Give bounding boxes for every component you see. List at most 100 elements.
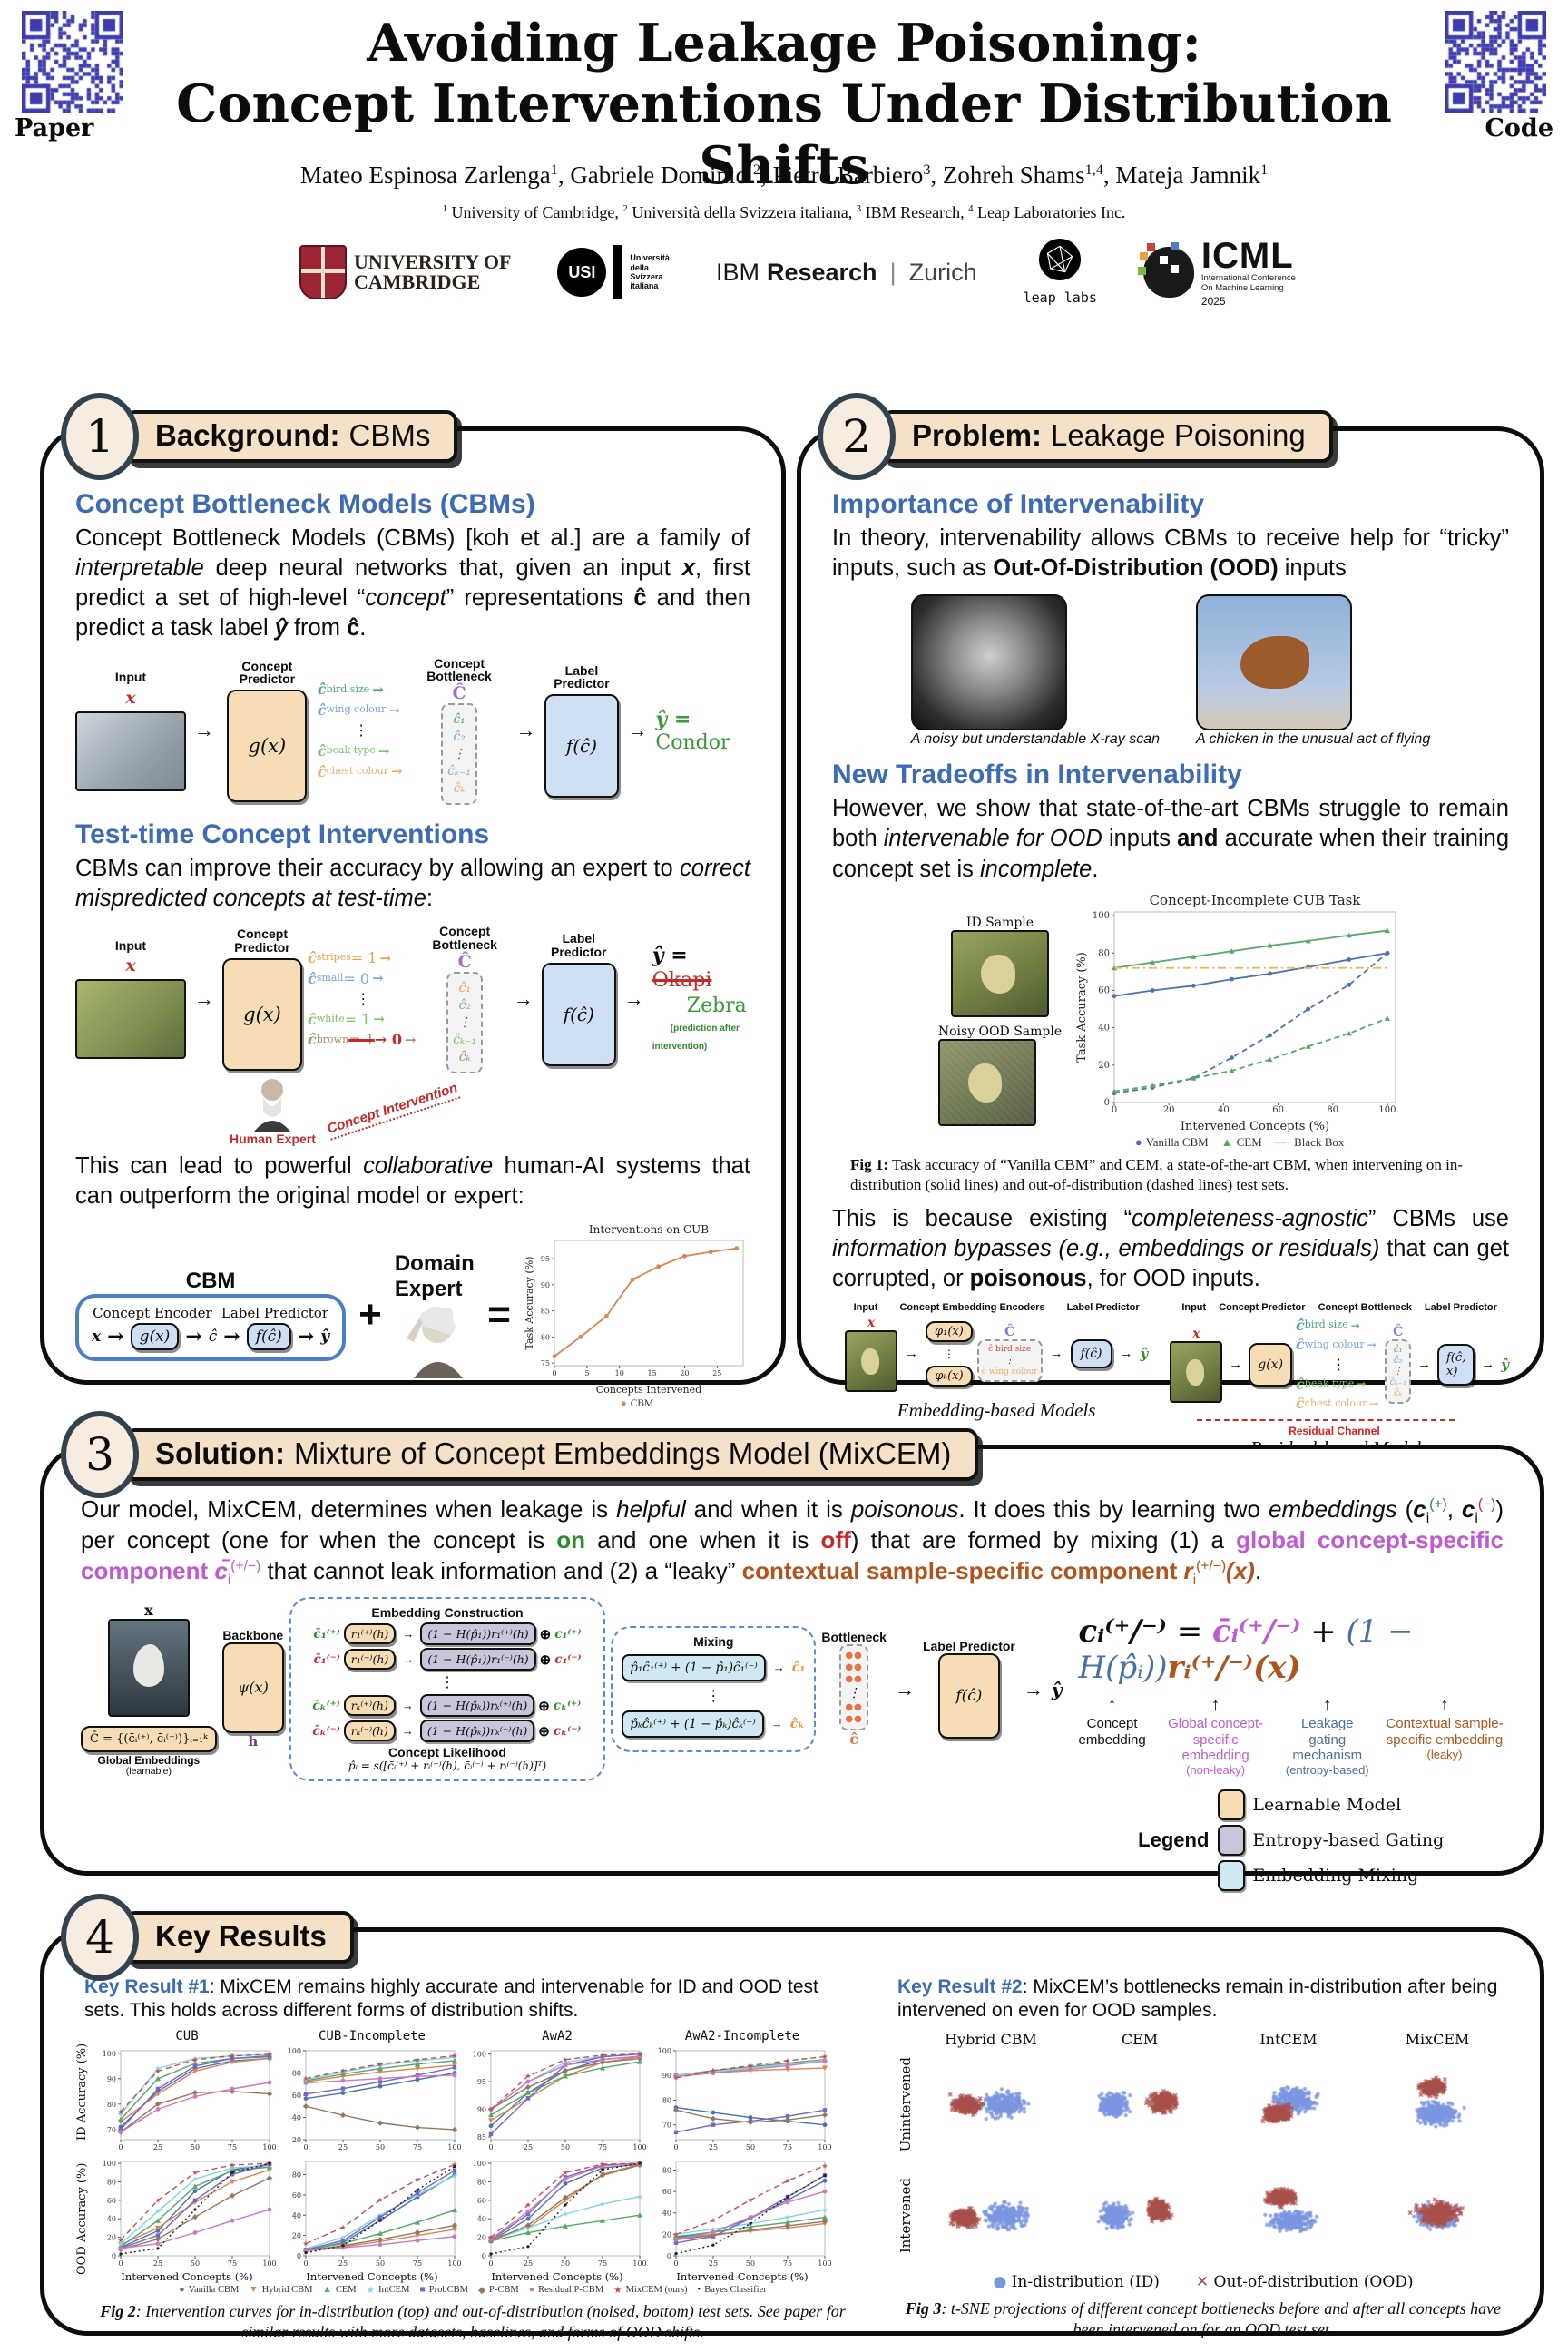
svg-text:★: ★ (636, 2050, 642, 2058)
svg-text:★: ★ (339, 2223, 346, 2231)
svg-text:Task Accuracy (%): Task Accuracy (%) (1076, 952, 1089, 1063)
xray-photo (910, 594, 1067, 731)
concept-label: ĉ white = 1 (308, 1010, 419, 1030)
svg-text:90: 90 (662, 2072, 671, 2080)
svg-text:★: ★ (451, 2052, 457, 2060)
concept-label: ĉ stripes = 1 (308, 948, 419, 968)
svg-text:100: 100 (473, 2050, 486, 2058)
svg-text:★: ★ (784, 2176, 790, 2184)
embedding-construction-box: Embedding Construction c̄₁⁽⁺⁾r₁⁽⁺⁾(h)(1 … (289, 1597, 606, 1781)
svg-text:20: 20 (477, 2233, 486, 2241)
svg-text:100: 100 (632, 2259, 646, 2268)
svg-text:★: ★ (784, 2056, 790, 2064)
mixing-box: Mixing p̂₁ĉ₁⁽⁺⁾ + (1 − p̂₁)ĉ₁⁽⁻⁾ĉ₁⋮p̂ₖĉₖ… (611, 1626, 817, 1752)
svg-text:80: 80 (292, 2171, 301, 2179)
svg-text:★: ★ (784, 2213, 790, 2221)
svg-text:60: 60 (292, 2190, 301, 2199)
svg-text:75: 75 (228, 2143, 237, 2151)
svg-text:95: 95 (541, 1255, 550, 1263)
svg-text:0: 0 (118, 2143, 122, 2151)
svg-text:★: ★ (524, 2224, 531, 2232)
svg-text:★: ★ (451, 2171, 457, 2180)
svg-text:75: 75 (413, 2143, 422, 2151)
residual-channel-label: Residual Channel (1289, 1424, 1380, 1437)
fig1-chart: 0 20 40 60 80 100 0 20 40 60 80 100 Concept-Incomple… (1076, 892, 1403, 1150)
svg-text:100: 100 (473, 2160, 486, 2168)
human-expert-icon (254, 1078, 291, 1132)
svg-text:60: 60 (107, 2196, 116, 2204)
svg-text:0: 0 (1104, 1098, 1110, 1108)
svg-text:25: 25 (712, 1369, 721, 1377)
fig3-scatter-grid: Hybrid CBM CEM IntCEM MixCEM Unintervened Int… (897, 2031, 1509, 2269)
svg-text:80: 80 (107, 2100, 116, 2108)
tsne-panel (919, 2051, 1063, 2159)
svg-text:20: 20 (292, 2231, 301, 2239)
svg-text:15: 15 (647, 1369, 656, 1377)
svg-text:0: 0 (667, 2252, 671, 2260)
backbone-box: ψ(x) (221, 1642, 284, 1733)
svg-text:0: 0 (488, 2259, 493, 2268)
svg-text:50: 50 (191, 2143, 200, 2151)
arrow-right-icon (511, 987, 536, 1011)
svg-text:20: 20 (1163, 1105, 1175, 1115)
fig1-caption: Fig 1: Task accuracy of “Vanilla CBM” an… (850, 1155, 1464, 1193)
residual-channel-line (1197, 1418, 1455, 1421)
qr-paper-image (22, 11, 123, 113)
cbm-heading: Concept Bottleneck Models (CBMs) (75, 489, 535, 519)
usi-logo: USI Università della Svizzera italiana (557, 245, 670, 299)
icml-logo: ICML International Conference On Machine… (1137, 238, 1296, 307)
label-predictor-box: f(ĉ) (541, 962, 616, 1066)
key-result-1: Key Result #1: MixCEM remains highly acc… (75, 1975, 870, 2341)
svg-text:0: 0 (112, 2252, 116, 2260)
svg-text:60: 60 (292, 2092, 301, 2100)
concept-predictor-box: g(x) (222, 957, 302, 1071)
tsne-panel (1217, 2161, 1360, 2269)
svg-text:★: ★ (154, 2207, 161, 2215)
svg-text:80: 80 (477, 2178, 486, 2186)
svg-text:★: ★ (710, 2066, 716, 2074)
svg-text:85: 85 (477, 2132, 486, 2141)
cambridge-logo: UNIVERSITY OF CAMBRIDGE (299, 245, 511, 299)
cambridge-shield-icon (299, 245, 347, 299)
poster-title: Avoiding Leakage Poisoning: Concept Inte… (145, 13, 1423, 196)
svg-text:40: 40 (292, 2211, 301, 2220)
ood-legend-icon: ✕ (1195, 2272, 1210, 2291)
concept-intervention-label: Concept Intervention (325, 1080, 461, 1141)
svg-text:★: ★ (117, 2239, 123, 2248)
svg-text:0: 0 (488, 2143, 493, 2151)
svg-text:★: ★ (117, 2110, 123, 2118)
tsne-panel (1068, 2051, 1211, 2159)
concept-bottleneck-column: ĉ₁ ĉ₂ ⋮ ĉₖ₋₁ ĉₖ (1385, 1339, 1411, 1405)
svg-text:100: 100 (262, 2259, 276, 2268)
svg-text:★: ★ (339, 2067, 346, 2075)
tsne-panel (919, 2161, 1063, 2269)
concept-label: ĉ brown = 1 → 0 (308, 1030, 419, 1050)
concept-label: ĉ beak type (1296, 1375, 1381, 1395)
tradeoffs-paragraph: However, we show that state-of-the-art C… (832, 796, 1509, 882)
fig1-legend: ● Vanilla CBM ▲ CEM —· Black Box (1134, 1134, 1345, 1149)
ibm-divider: | (889, 258, 897, 286)
qr-code-image (1445, 11, 1546, 113)
svg-text:★: ★ (414, 2056, 420, 2064)
svg-text:100: 100 (447, 2259, 461, 2268)
svg-text:70: 70 (107, 2125, 116, 2133)
concept-label: ĉ beak type (318, 741, 406, 761)
svg-text:★: ★ (154, 2067, 161, 2075)
usi-bar-icon (613, 245, 623, 299)
svg-text:★: ★ (414, 2055, 420, 2063)
qr-code-code: Code (1437, 11, 1553, 142)
svg-text:★: ★ (821, 2161, 828, 2170)
ood-sample-label: Noisy OOD Sample (937, 1024, 1063, 1039)
svg-text:0: 0 (118, 2259, 122, 2268)
fig1-block: ID Sample Noisy OOD Sample 0 20 40 60 80 100 0… (832, 892, 1509, 1150)
concept-label: ĉ chest colour (1296, 1394, 1381, 1414)
arrow-right-icon (624, 719, 650, 742)
svg-text:70: 70 (662, 2121, 671, 2129)
ibm-research: Research (766, 258, 877, 286)
svg-text:★: ★ (266, 2050, 272, 2058)
svg-text:25: 25 (338, 2143, 348, 2151)
svg-text:95: 95 (477, 2078, 486, 2086)
kr2-heading: Key Result #2 (897, 1976, 1023, 1997)
